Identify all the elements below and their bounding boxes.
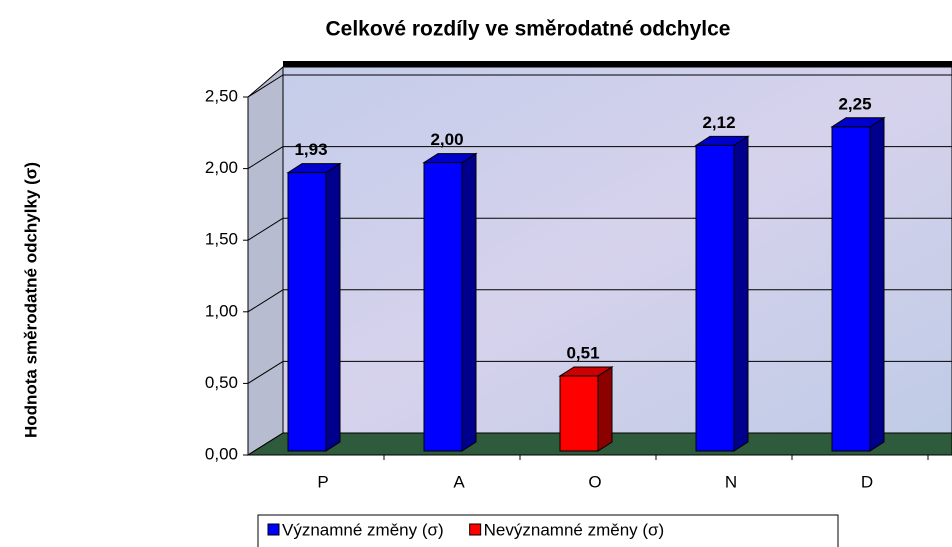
bar [423,162,463,452]
grid-line [247,74,284,98]
grid-line [247,360,284,384]
value-label: 2,12 [702,113,735,132]
value-label: 2,25 [838,94,871,113]
bar [559,375,599,452]
legend-swatch [469,523,482,536]
y-tick-label: 2,00 [205,158,238,177]
bar-side [461,152,477,452]
y-tick-label: 2,50 [205,86,238,105]
x-tick-label: A [453,472,465,491]
y-tick-label: 1,50 [205,230,238,249]
x-tick-label: P [317,472,328,491]
grid-line [247,217,284,241]
y-axis-title: Hodnota směrodatné odchylky (σ) [21,162,40,438]
grid-line [247,146,284,170]
y-tick-label: 0,50 [205,373,238,392]
grid-line [247,289,284,313]
x-tick-label: N [725,472,737,491]
legend-label: Významné změny (σ) [282,520,444,539]
bar [695,144,735,452]
bar-side [733,135,749,452]
bar [287,172,327,452]
back-wall-top [283,61,952,67]
y-tick-label: 1,00 [205,301,238,320]
legend-label: Nevýznamné změny (σ) [484,520,665,539]
bar-side [325,162,341,452]
chart-title: Celkové rozdíly ve směrodatné odchylce [326,18,731,41]
legend-box [257,514,839,547]
x-tick-label: O [588,472,601,491]
x-tick-label: D [861,472,873,491]
value-label: 1,93 [294,140,327,159]
legend-swatch [267,523,280,536]
bar [831,126,871,452]
value-label: 2,00 [430,130,463,149]
y-tick-label: 0,00 [205,444,238,463]
value-label: 0,51 [566,343,599,362]
bar-side [869,116,885,452]
bar-side [597,366,613,452]
side-wall [247,65,284,456]
